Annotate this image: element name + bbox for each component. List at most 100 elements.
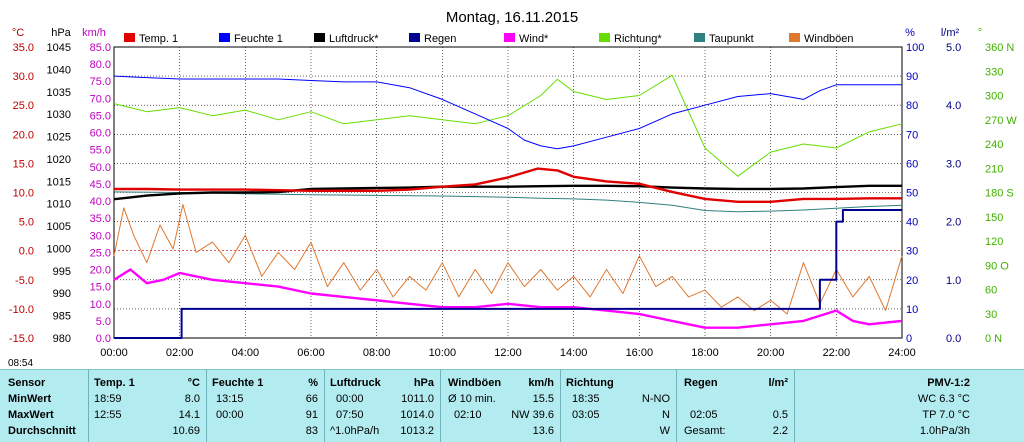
legend-label: Richtung* — [614, 33, 662, 45]
axis-tick-label: 5.0 — [19, 217, 34, 229]
series-line-wind — [113, 268, 903, 329]
axis-tick-label: 50.0 — [90, 162, 111, 174]
axis-tick-label: 120 — [985, 236, 1003, 248]
axis-tick-label: 80 — [906, 100, 918, 112]
stats-humidity-max: 91 — [305, 409, 318, 421]
stats-temp-min-time: 18:59 — [94, 393, 122, 405]
axis-tick-label: 20.0 — [13, 129, 34, 141]
axis-tick-label: 75.0 — [90, 76, 111, 88]
legend-label: Luftdruck* — [329, 33, 379, 45]
axis-tick-label: 5.0 — [96, 316, 111, 328]
series-line-richtung — [113, 74, 903, 177]
stats-humidity-max-time: 00:00 — [216, 409, 244, 421]
axis-tick-label: 80.0 — [90, 59, 111, 71]
x-tick-label: 06:00 — [297, 347, 325, 359]
stats-pmv-dewpoint: TP 7.0 °C — [922, 409, 970, 421]
chart-series — [113, 74, 903, 339]
axis-tick-label: 70.0 — [90, 93, 111, 105]
axis-tick-label: 10.0 — [90, 299, 111, 311]
x-tick-label: 12:00 — [494, 347, 522, 359]
legend-label: Taupunkt — [709, 33, 754, 45]
axis-tick-label: 0 — [906, 333, 912, 345]
axis-tick-label: 150 — [985, 212, 1003, 224]
stats-rain-max: 0.5 — [772, 409, 788, 421]
stats-direction-min: N-NO — [641, 393, 670, 405]
axis-tick-label: 60 — [985, 285, 997, 297]
legend-label: Feuchte 1 — [234, 33, 283, 45]
axis-tick-label: 5.0 — [946, 42, 961, 54]
stats-humidity-header: Feuchte 1 — [212, 377, 264, 389]
legend-swatch — [219, 33, 230, 42]
stats-pressure-header: Luftdruck — [330, 377, 381, 389]
stats-temp-header: Temp. 1 — [94, 377, 135, 389]
legend-swatch — [694, 33, 705, 42]
axis-unit-label: l/m² — [941, 27, 960, 39]
stats-rain-total-label: Gesamt: — [684, 425, 726, 437]
legend-swatch — [599, 33, 610, 42]
axis-unit-label: km/h — [82, 27, 106, 39]
axis-tick-label: 1045 — [47, 42, 71, 54]
axis-tick-label: 30.0 — [13, 71, 34, 83]
x-tick-label: 24:00 — [888, 347, 916, 359]
stats-gust-column: Windböen km/h Ø 10 min. 15.5 02:10 NW 39… — [448, 370, 554, 442]
axis-tick-label: 300 — [985, 91, 1003, 103]
axis-tick-label: 35.0 — [13, 42, 34, 54]
legend-swatch — [789, 33, 800, 42]
stats-pressure-min: 1011.0 — [401, 393, 434, 405]
stats-row-label: MaxWert — [8, 409, 54, 421]
stats-pressure-column: Luftdruck hPa 00:00 1011.0 07:50 1014.0 … — [330, 370, 434, 442]
axis-tick-label: 50 — [906, 188, 918, 200]
legend-label: Wind* — [519, 33, 549, 45]
axis-tick-label: 3.0 — [946, 158, 961, 170]
x-tick-label: 04:00 — [232, 347, 260, 359]
chart-axes: °C 35.0 30.0 25.0 20.0 15.0 10.0 5.0 0.0 -5.0 -10.… — [9, 27, 1017, 345]
x-tick-label: 08:00 — [363, 347, 391, 359]
axis-tick-label: 1025 — [47, 132, 71, 144]
stats-rain-column: Regen l/m² 02:05 0.5 Gesamt: 2.2 — [684, 370, 788, 442]
axis-tick-label: 1035 — [47, 87, 71, 99]
axis-tick-label: -5.0 — [15, 275, 34, 287]
axis-tick-label: 270 W — [985, 115, 1017, 127]
stats-temp-min: 8.0 — [184, 393, 200, 405]
axis-tick-label: 100 — [906, 42, 924, 54]
axis-tick-label: 995 — [53, 266, 71, 278]
stats-sensor-column: Sensor MinWert MaxWert Durchschnitt — [8, 370, 88, 442]
stats-gust-avg10-label: Ø 10 min. — [448, 393, 496, 405]
axis-tick-label: 1020 — [47, 154, 71, 166]
x-tick-label: 10:00 — [429, 347, 457, 359]
stats-rain-max-time: 02:05 — [690, 409, 718, 421]
axis-tick-label: 85.0 — [90, 42, 111, 54]
axis-tick-label: 20 — [906, 275, 918, 287]
axis-tick-label: 20.0 — [90, 265, 111, 277]
stats-direction-avg: W — [659, 425, 670, 437]
axis-tick-label: 980 — [53, 333, 71, 345]
stats-temp-avg: 10.69 — [172, 425, 200, 437]
axis-tick-label: 360 N — [985, 42, 1014, 54]
stats-gust-unit: km/h — [528, 377, 554, 389]
axis-tick-label: 30 — [906, 246, 918, 258]
x-axis-ticks: 00:00 02:00 04:00 06:00 08:00 10:00 12:00 14:00… — [100, 347, 916, 359]
stats-row-label: Durchschnitt — [8, 425, 76, 437]
stats-temp-max: 14.1 — [178, 409, 200, 421]
axis-tick-label: 55.0 — [90, 145, 111, 157]
axis-tick-label: 40 — [906, 217, 918, 229]
stats-gust-max: NW 39.6 — [511, 409, 554, 421]
x-tick-label: 00:00 — [100, 347, 128, 359]
axis-tick-label: 10 — [906, 304, 918, 316]
stats-humidity-column: Feuchte 1 % 13:15 66 00:00 91 83 — [212, 370, 318, 442]
x-tick-label: 02:00 — [166, 347, 194, 359]
axis-tick-label: 25.0 — [90, 247, 111, 259]
stats-table: Sensor MinWert MaxWert Durchschnitt Temp… — [0, 369, 1024, 442]
axis-tick-label: 2.0 — [946, 217, 961, 229]
axis-tick-label: 0 N — [985, 333, 1002, 345]
legend-swatch — [124, 33, 135, 42]
axis-tick-label: 60.0 — [90, 128, 111, 140]
stats-rain-unit: l/m² — [768, 377, 788, 389]
axis-tick-label: 240 — [985, 139, 1003, 151]
axis-tick-label: 70 — [906, 129, 918, 141]
stats-gust-avg10: 15.5 — [532, 393, 554, 405]
axis-tick-label: 1030 — [47, 109, 71, 121]
stats-pmv-windchill: WC 6.3 °C — [917, 393, 970, 405]
axis-tick-label: 10.0 — [13, 188, 34, 200]
axis-tick-label: 30 — [985, 309, 997, 321]
